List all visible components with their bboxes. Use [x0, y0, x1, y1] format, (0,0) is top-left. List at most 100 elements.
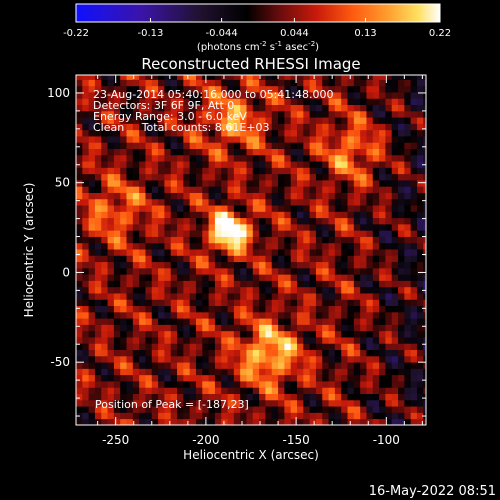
heatmap-cell: [120, 148, 127, 156]
heatmap-cell: [164, 173, 172, 181]
heatmap-cell: [94, 180, 102, 187]
heatmap-cell: [202, 349, 209, 357]
heatmap-cell: [151, 293, 159, 300]
heatmap-cell: [309, 261, 317, 269]
heatmap-cell: [328, 110, 336, 118]
heatmap-cell: [284, 324, 292, 332]
heatmap-cell: [309, 142, 317, 149]
heatmap-cell: [82, 399, 90, 407]
heatmap-cell: [158, 79, 165, 87]
heatmap-cell: [290, 412, 298, 420]
heatmap-cell: [113, 79, 121, 87]
heatmap-cell: [221, 362, 228, 369]
heatmap-cell: [423, 387, 426, 394]
heatmap-cell: [290, 129, 298, 137]
heatmap-cell: [259, 230, 266, 237]
heatmap-cell: [177, 255, 184, 263]
heatmap-cell: [404, 117, 412, 124]
heatmap-cell: [170, 211, 178, 219]
heatmap-cell: [158, 255, 165, 263]
heatmap-cell: [259, 173, 266, 181]
heatmap-cell: [101, 192, 108, 200]
heatmap-cell: [290, 110, 298, 118]
heatmap-cell: [290, 299, 298, 307]
heatmap-cell: [278, 173, 285, 181]
heatmap-cell: [82, 362, 90, 369]
heatmap-cell: [214, 255, 222, 263]
heatmap-cell: [322, 280, 329, 288]
heatmap-cell: [246, 186, 254, 193]
heatmap-cell: [391, 192, 399, 200]
heatmap-cell: [164, 330, 172, 338]
heatmap-cell: [214, 98, 222, 106]
heatmap-cell: [366, 261, 374, 269]
heatmap-cell: [88, 211, 96, 219]
heatmap-cell: [334, 104, 342, 112]
heatmap-cell: [284, 387, 292, 394]
heatmap-cell: [151, 324, 159, 332]
heatmap-cell: [88, 136, 96, 143]
heatmap-cell: [195, 205, 203, 212]
heatmap-cell: [278, 274, 285, 281]
heatmap-cell: [246, 142, 254, 149]
heatmap-cell: [341, 393, 348, 401]
heatmap-cell: [145, 148, 153, 156]
heatmap-cell: [177, 412, 184, 420]
heatmap-cell: [259, 274, 266, 281]
heatmap-cell: [82, 186, 90, 193]
heatmap-cell: [391, 198, 399, 206]
heatmap-cell: [189, 223, 197, 231]
heatmap-cell: [391, 104, 399, 112]
heatmap-cell: [177, 311, 184, 319]
heatmap-cell: [416, 79, 424, 87]
heatmap-cell: [404, 374, 412, 382]
heatmap-cell: [94, 205, 102, 212]
heatmap-cell: [360, 349, 367, 357]
heatmap-cell: [265, 198, 273, 206]
heatmap-cell: [233, 110, 241, 118]
heatmap-cell: [233, 223, 241, 231]
heatmap-cell: [284, 368, 292, 376]
heatmap-cell: [297, 311, 304, 319]
heatmap-cell: [252, 92, 260, 99]
heatmap-cell: [398, 167, 405, 175]
heatmap-cell: [416, 280, 424, 288]
heatmap-cell: [391, 173, 399, 181]
heatmap-cell: [113, 374, 121, 382]
heatmap-cell: [398, 418, 405, 425]
heatmap-cell: [233, 123, 241, 131]
heatmap-cell: [309, 104, 317, 112]
heatmap-cell: [372, 280, 380, 288]
heatmap-cell: [240, 117, 247, 124]
heatmap-cell: [334, 92, 342, 99]
heatmap-cell: [265, 362, 273, 369]
heatmap-cell: [107, 337, 115, 344]
heatmap-cell: [164, 261, 172, 269]
heatmap-cell: [202, 374, 209, 382]
heatmap-cell: [404, 173, 412, 181]
heatmap-cell: [341, 85, 348, 93]
heatmap-cell: [379, 280, 386, 288]
heatmap-cell: [120, 154, 127, 162]
heatmap-cell: [139, 318, 146, 325]
heatmap-cell: [151, 418, 159, 425]
heatmap-cell: [366, 293, 374, 300]
heatmap-cell: [278, 393, 285, 401]
colorbar-tick-label: -0.13: [138, 28, 164, 39]
heatmap-cell: [94, 167, 102, 175]
heatmap-cell: [290, 161, 298, 168]
heatmap-cell: [177, 299, 184, 307]
heatmap-cell: [290, 330, 298, 338]
heatmap-cell: [290, 274, 298, 281]
heatmap-cell: [82, 249, 90, 256]
heatmap-cell: [233, 305, 241, 313]
heatmap-cell: [246, 92, 254, 99]
heatmap-cell: [107, 393, 115, 401]
heatmap-cell: [404, 299, 412, 307]
heatmap-cell: [88, 362, 96, 369]
heatmap-cell: [183, 267, 191, 275]
heatmap-cell: [88, 129, 96, 137]
heatmap-cell: [126, 180, 134, 187]
heatmap-cell: [145, 198, 153, 206]
heatmap-cell: [170, 412, 178, 420]
